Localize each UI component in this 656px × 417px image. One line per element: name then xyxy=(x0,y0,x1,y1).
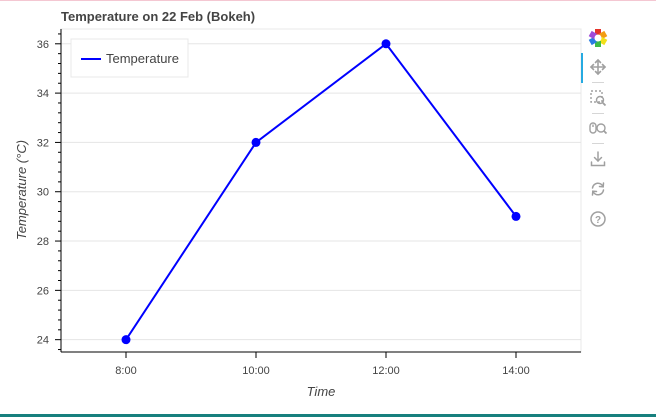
data-point xyxy=(251,137,261,147)
data-point xyxy=(381,39,391,49)
y-tick-label: 28 xyxy=(37,236,49,248)
series-line xyxy=(125,42,517,341)
save-icon[interactable] xyxy=(588,149,608,169)
bottom-border xyxy=(0,414,656,417)
wheel-zoom-icon[interactable] xyxy=(588,118,608,138)
bokeh-logo-icon[interactable] xyxy=(588,28,608,48)
reset-icon[interactable] xyxy=(588,179,608,199)
help-icon[interactable]: ? xyxy=(588,209,608,229)
x-tick-label: 12:00 xyxy=(372,365,400,377)
data-point xyxy=(511,211,521,221)
svg-text:?: ? xyxy=(595,215,601,226)
top-border xyxy=(0,0,656,1)
x-axis: 8:00 10:00 12:00 14:00 xyxy=(61,351,581,377)
x-axis-label: Time xyxy=(307,384,336,399)
y-axis-label: Temperature (°C) xyxy=(14,140,29,240)
series-temperature xyxy=(121,39,521,345)
x-tick-label: 8:00 xyxy=(115,365,136,377)
box-zoom-icon[interactable] xyxy=(588,88,608,108)
plot-background xyxy=(60,28,582,353)
y-tick-label: 32 xyxy=(37,137,49,149)
y-tick-label: 34 xyxy=(37,88,49,100)
x-tick-label: 10:00 xyxy=(242,365,270,377)
y-tick-label: 26 xyxy=(37,285,49,297)
pan-icon[interactable] xyxy=(588,57,608,77)
toolbar-separator xyxy=(592,143,604,144)
x-tick-label: 14:00 xyxy=(502,365,530,377)
legend-entry-temperature: Temperature xyxy=(106,51,179,66)
toolbar-separator xyxy=(592,82,604,83)
legend: Temperature xyxy=(70,38,189,78)
data-point xyxy=(121,335,131,345)
y-tick-label: 24 xyxy=(37,335,49,347)
y-axis: 24 26 28 30 32 34 36 xyxy=(37,29,62,352)
y-tick-label: 36 xyxy=(37,39,49,51)
chart-title: Temperature on 22 Feb (Bokeh) xyxy=(61,9,255,24)
toolbar-separator xyxy=(592,113,604,114)
active-tool-indicator xyxy=(581,53,583,83)
plot-area xyxy=(60,28,582,353)
toolbar: ? xyxy=(580,24,616,254)
y-tick-label: 30 xyxy=(37,187,49,199)
